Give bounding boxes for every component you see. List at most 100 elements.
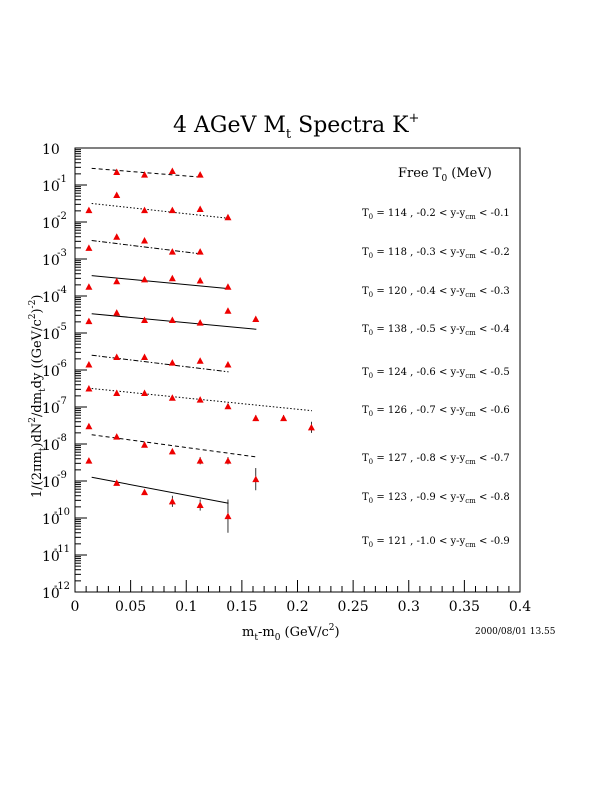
data-point [113,191,121,198]
annotation-part: cm [465,458,476,466]
y-axis-ticks [75,147,87,593]
annotation-part: cm [465,213,476,221]
data-point [168,206,176,214]
y-tick-exponent: -12 [54,581,70,592]
y-tick-label: 10-2 [42,211,67,232]
y-tick-exponent: -9 [57,470,67,481]
x-axis-ticks [74,580,521,592]
annotation-part: T [362,405,369,416]
fit-line [91,354,229,373]
data-point [113,433,121,440]
annotation-part: = 127 , -0.8 < y-y [373,453,465,464]
data-point [85,317,93,325]
annotation-part: T [362,247,369,258]
data-point [280,414,288,422]
annotation-part: < -0.2 [476,247,510,258]
annotation-part: < -0.5 [476,367,510,378]
y-tick-label: 10-7 [42,396,67,417]
y-tick-exponent: -7 [57,396,67,407]
legend-header: Free T0 (MeV) [398,166,492,184]
y-tick-label: 10-9 [42,470,67,491]
data-point [168,316,176,324]
series-annotation: T0 = 121 , -1.0 < y-ycm < -0.9 [362,536,510,549]
data-point [141,353,149,361]
y-tick-exponent: -5 [57,322,67,333]
y-tick-base: 10 [42,179,60,195]
data-point [224,402,232,410]
y-tick-exponent: -4 [57,285,67,296]
data-point [168,167,176,174]
data-markers [85,167,315,533]
data-point [224,213,232,221]
fit-lines [91,167,313,504]
x-tick-label: 0.4 [509,599,531,615]
annotation-part: T [362,324,369,335]
y-tick-label: 10-4 [42,285,67,306]
series-annotation: T0 = 127 , -0.8 < y-ycm < -0.7 [362,453,510,466]
annotation-part: < -0.1 [476,208,510,219]
annotation-part: cm [465,497,476,505]
y-tick-exponent: -1 [57,174,67,185]
y-tick-base: 10 [42,216,60,232]
y-tick-base: 10 [42,327,60,343]
annotation-part: 0 [369,497,373,505]
annotation-part: = 138 , -0.5 < y-y [373,324,465,335]
x-axis-label: mt-m0 (GeV/c2) [242,623,340,643]
annotation-part: = 123 , -0.9 < y-y [373,492,465,503]
annotation-part: T [362,492,369,503]
annotation-part: cm [465,372,476,380]
series-annotation: T0 = 120 , -0.4 < y-ycm < -0.3 [362,286,510,299]
series-annotation: T0 = 114 , -0.2 < y-ycm < -0.1 [362,208,510,221]
data-point [252,315,260,322]
annotation-part: cm [465,329,476,337]
data-point [85,457,93,464]
annotation-part: cm [465,410,476,418]
data-point [196,276,204,284]
y-tick-label: 10-6 [42,359,67,380]
x-tick-label: 0.1 [175,599,197,615]
y-tick-label: 10-12 [42,581,70,602]
annotation-part: T [362,208,369,219]
y-axis-tick-labels: 1010-110-210-310-410-510-610-710-810-910… [42,142,70,602]
data-point [224,307,232,314]
x-tick-label: 0.3 [398,599,420,615]
data-point [141,275,149,283]
chart-title: 4 AGeV Mt Spectra K+ [173,111,419,142]
y-tick-exponent: -8 [57,433,67,444]
fit-line [91,240,198,254]
fit-line [91,167,198,178]
y-tick-base: 10 [42,142,60,158]
y-tick-base: 10 [42,364,60,380]
data-point [224,283,232,290]
data-point [196,248,204,255]
x-tick-label: 0.2 [286,599,308,615]
y-tick-exponent: -10 [54,507,70,518]
annotation-part: < -0.6 [476,405,510,416]
data-point [113,233,121,240]
data-point [224,457,232,464]
data-point [196,357,204,364]
annotation-part: = 126 , -0.7 < y-y [373,405,465,416]
y-tick-base: 10 [42,586,60,602]
data-point [141,206,149,214]
data-point [85,244,93,251]
y-tick-base: 10 [42,549,60,565]
data-point [196,171,204,178]
annotation-part: < -0.4 [476,324,510,335]
data-point [168,274,176,282]
y-tick-label: 10-8 [42,433,67,454]
y-tick-base: 10 [42,475,60,491]
data-point [196,501,204,509]
data-point [113,168,121,176]
data-point [85,422,93,430]
series-annotations: T0 = 114 , -0.2 < y-ycm < -0.1T0 = 118 ,… [362,208,510,549]
data-point [196,319,204,326]
annotation-part: = 120 , -0.4 < y-y [373,286,465,297]
y-tick-label: 10-10 [42,507,70,528]
data-point [141,237,149,244]
y-tick-base: 10 [42,253,60,269]
x-tick-label: 0.35 [449,599,480,615]
annotation-part: cm [465,252,476,260]
x-tick-label: 0.15 [226,599,257,615]
data-point [252,414,260,422]
